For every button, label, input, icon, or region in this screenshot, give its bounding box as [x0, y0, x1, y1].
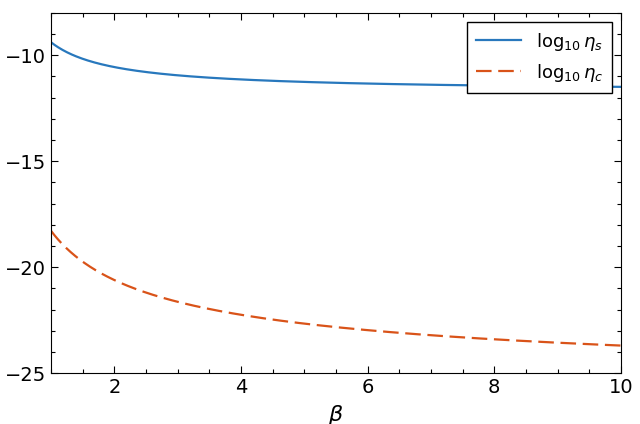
$\log_{10} \eta_s$: [604, 84, 611, 89]
Line: $\log_{10} \eta_s$: $\log_{10} \eta_s$: [51, 42, 621, 87]
$\log_{10} \eta_c$: [617, 343, 625, 348]
$\log_{10} \eta_c$: [514, 338, 522, 343]
$\log_{10} \eta_s$: [321, 80, 329, 85]
$\log_{10} \eta_c$: [604, 343, 611, 348]
$\log_{10} \eta_s$: [387, 81, 394, 86]
Y-axis label: $\log_{10} \eta$: $\log_{10} \eta$: [0, 161, 3, 225]
Legend: $\log_{10} \eta_s$, $\log_{10} \eta_c$: $\log_{10} \eta_s$, $\log_{10} \eta_c$: [467, 22, 612, 93]
$\log_{10} \eta_c$: [356, 327, 364, 332]
$\log_{10} \eta_s$: [318, 80, 326, 85]
$\log_{10} \eta_s$: [47, 40, 55, 45]
X-axis label: $\beta$: $\beta$: [328, 402, 344, 424]
$\log_{10} \eta_c$: [47, 229, 55, 234]
$\log_{10} \eta_s$: [514, 84, 522, 89]
Line: $\log_{10} \eta_c$: $\log_{10} \eta_c$: [51, 231, 621, 346]
$\log_{10} \eta_s$: [617, 84, 625, 89]
$\log_{10} \eta_c$: [318, 323, 326, 328]
$\log_{10} \eta_c$: [387, 329, 394, 335]
$\log_{10} \eta_c$: [321, 324, 329, 329]
$\log_{10} \eta_s$: [356, 81, 364, 86]
